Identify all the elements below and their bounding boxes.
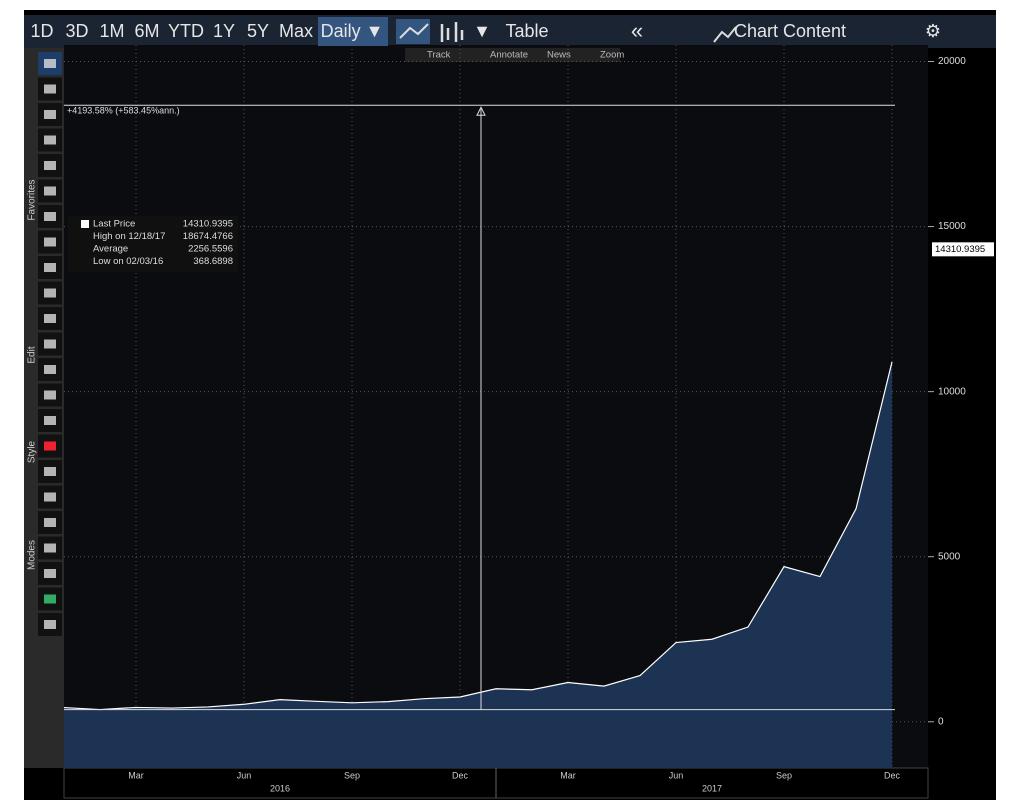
legend-label: Last Price [93,219,135,230]
tool-glyph [44,365,56,374]
tool-glyph [44,288,56,298]
tool-glyph [44,212,56,221]
bar-icon[interactable] [440,22,464,42]
x-tick-label: Mar [560,770,576,780]
tool-glyph [44,186,56,196]
sidebar-section: Edit [27,346,38,363]
tool-glyph [44,390,56,400]
legend-value: 18674.4766 [183,231,233,242]
x-tick-label: Dec [452,770,469,780]
toolbar-button[interactable]: 6M [134,21,159,41]
tool-glyph [44,263,56,272]
tool-glyph [44,161,56,170]
x-tick-label: Jun [237,770,252,780]
tool-glyph [44,467,56,476]
subtoolbar-button[interactable]: Track [427,50,451,61]
toolbar-button[interactable]: 3D [65,21,88,41]
legend-swatch [81,220,89,228]
legend-label: Average [93,244,128,255]
x-tick-label: Jun [669,770,684,780]
tool-glyph [44,135,56,145]
tool-glyph [44,518,56,527]
toolbar-button[interactable]: Daily ▼ [321,21,384,41]
arrow-head [476,106,486,116]
tool-glyph [44,492,56,502]
toolbar-button[interactable]: 1D [30,21,53,41]
y-tick-label: 0 [938,716,944,727]
year-label: 2016 [270,783,290,793]
toolbar-button[interactable]: 1M [99,21,124,41]
legend-label: High on 12/18/17 [93,231,165,242]
subtoolbar-button[interactable]: Annotate [490,50,528,61]
toolbar-buttons: 1D 3D 1M 6M YTD 1Y 5Y Max Daily ▼ ▼ Table « Chart Co… [30,17,941,61]
legend-value: 2256.5596 [188,244,233,255]
line-icon [399,23,429,39]
tool-glyph [44,620,56,629]
subtoolbar-button[interactable]: News [547,50,571,61]
price-line [63,361,893,711]
toolbar-button[interactable]: Table [505,21,548,41]
toolbar-button[interactable]: « [631,18,643,43]
sidebar-section: Style [27,440,38,463]
y-tick-label: 15000 [938,221,966,232]
toolbar-button[interactable]: Chart Content [734,21,846,41]
tool-glyph [44,339,56,349]
subtoolbar [405,48,620,62]
x-tick-label: Sep [344,770,360,780]
y-tick-label: 10000 [938,386,966,397]
toolbar-button[interactable]: ⚙ [925,21,941,41]
x-tick-label: Mar [128,770,144,780]
tool-glyph [44,569,56,578]
year-label: 2017 [702,783,722,793]
tool-glyph [44,594,56,604]
sidebar-section: Modes [27,540,38,570]
plot: 0 5000 10000 15000 20000 Mar Jun Sep Dec Mar Jun Se… [63,45,994,799]
tool-glyph [44,110,56,119]
tool-glyph [44,416,56,425]
x-tick-label: Dec [884,770,901,780]
area [64,361,892,768]
legend-value: 14310.9395 [183,219,233,230]
toolbar-button[interactable]: 1Y [213,21,235,41]
tool-glyph [44,84,56,94]
legend-value: 368.6898 [193,256,233,267]
legend [68,216,238,272]
tool-glyph [44,314,56,323]
tool-glyph [44,543,56,553]
annotation: +4193.58% (+583.45%ann.) [67,106,180,116]
last-price-tag [932,242,994,257]
legend-label: Low on 02/03/16 [93,256,163,267]
sidebar-section: Favorites [27,179,38,220]
toolbar-button[interactable]: Max [279,21,313,41]
toolbar [24,15,996,48]
active-button [318,17,388,46]
tool-glyph [44,441,56,451]
x-tick-label: Sep [776,770,792,780]
tool-glyph [44,237,56,247]
y-tick-label: 20000 [938,56,966,67]
subtoolbar-button[interactable]: Zoom [600,50,624,61]
last-price-value: 14310.9395 [935,244,985,255]
toolbar-button[interactable]: YTD [168,21,204,41]
chart-content-icon [713,26,737,43]
tool-glyph [44,59,56,68]
toolbar-button[interactable]: ▼ [473,21,491,41]
tools: Favorites Edit Style Modes [27,52,62,636]
y-tick-label: 5000 [938,551,961,562]
toolbar-button[interactable]: 5Y [247,21,269,41]
